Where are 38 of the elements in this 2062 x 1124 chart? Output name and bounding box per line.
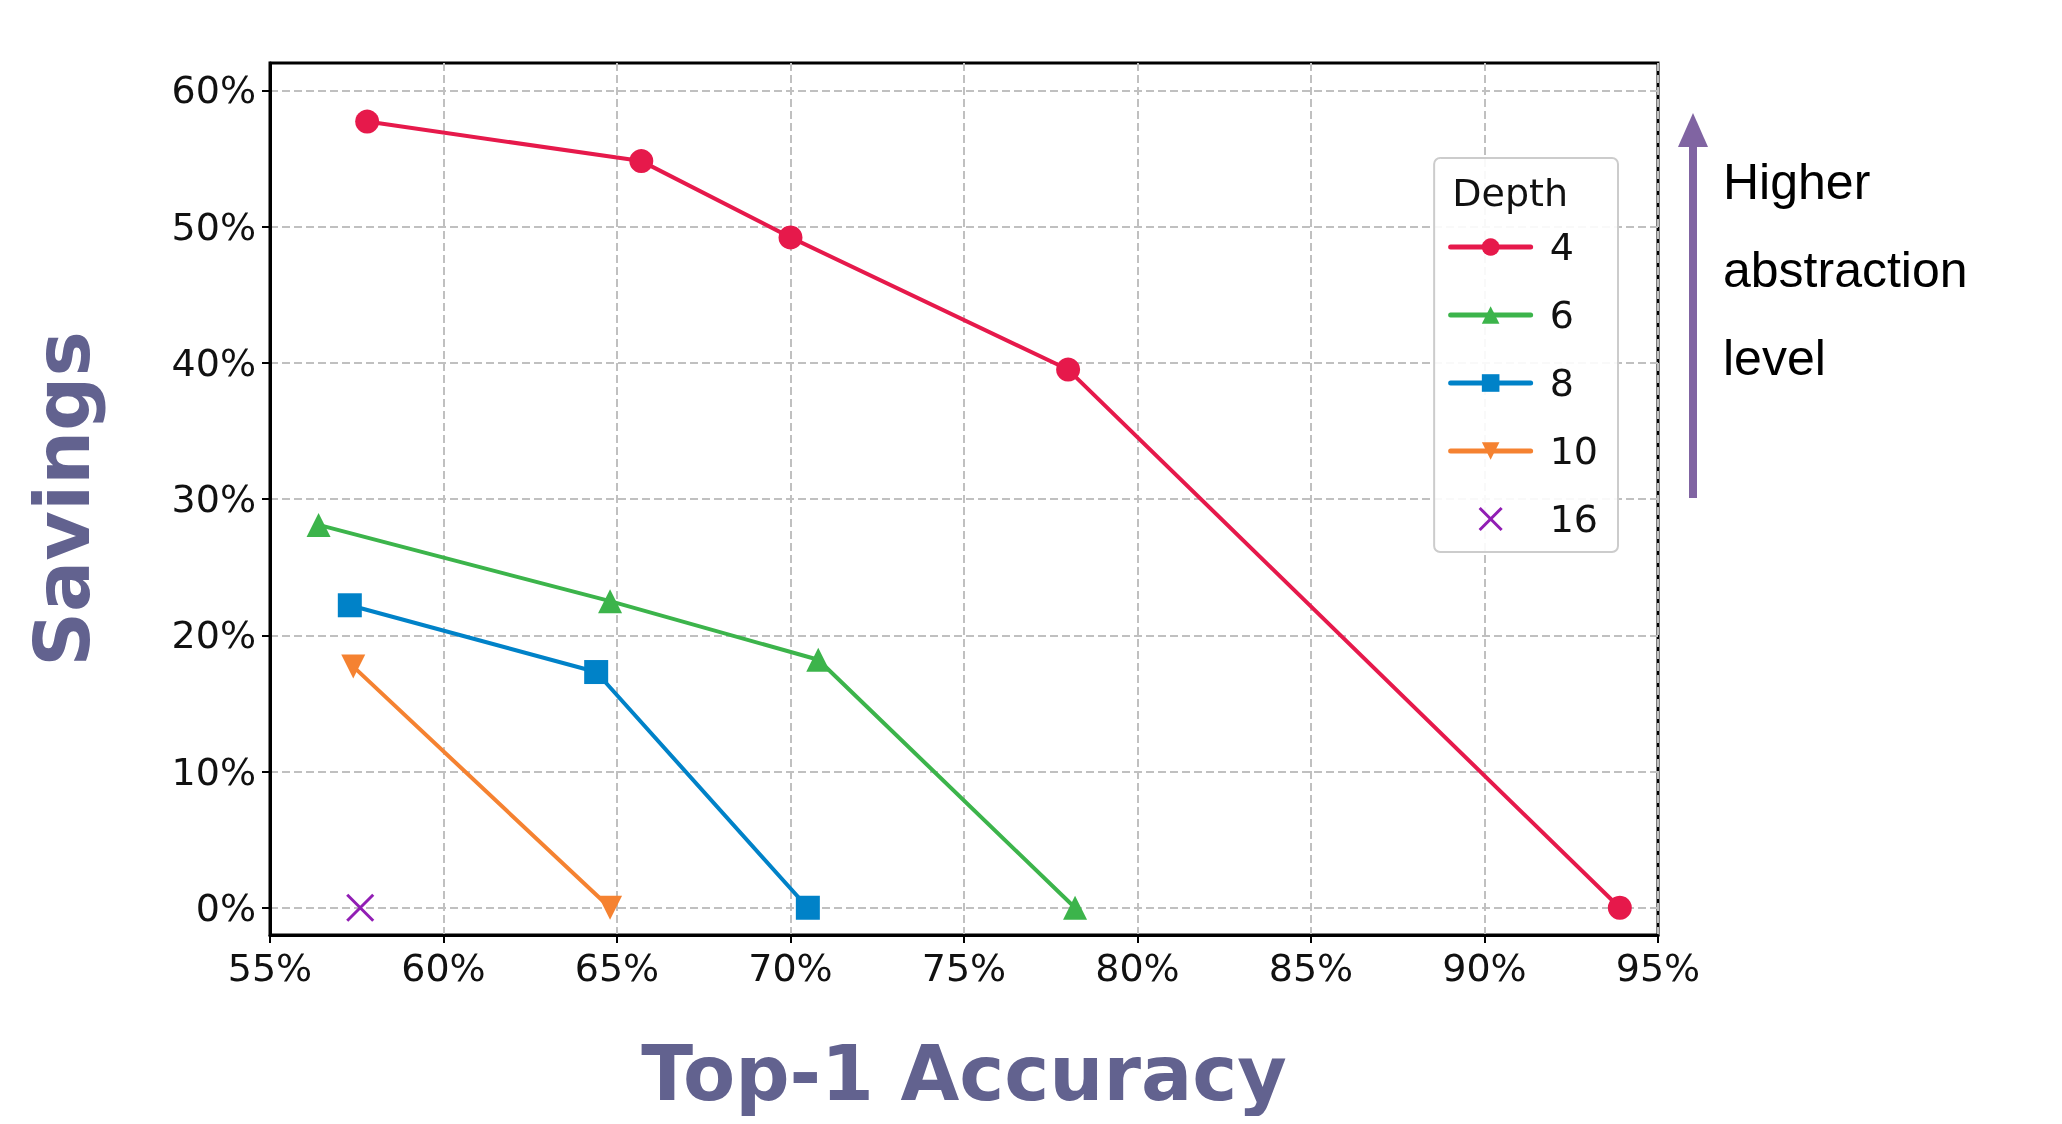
x-tick-label: 90%	[1442, 946, 1527, 990]
x-tick-label: 65%	[574, 946, 660, 990]
point	[598, 589, 623, 614]
point	[337, 593, 362, 618]
point	[1056, 357, 1081, 382]
legend-label: 6	[1549, 293, 1574, 337]
legend-label: 16	[1549, 497, 1599, 541]
x-tick-label: 95%	[1615, 946, 1701, 990]
x-tick-label: 55%	[227, 946, 313, 990]
point	[355, 109, 380, 134]
x-axis-title: Top-1 Accuracy	[641, 1028, 1287, 1118]
point	[345, 893, 375, 923]
point	[306, 512, 331, 537]
y-tick-label: 40%	[171, 340, 256, 385]
x-tick-label: 80%	[1095, 946, 1180, 990]
y-tick-label: 60%	[171, 68, 256, 113]
legend-label: 8	[1549, 361, 1574, 405]
y-tick-label: 50%	[171, 204, 256, 249]
y-tick-label: 30%	[171, 477, 256, 521]
legend-title: Depth	[1452, 171, 1569, 215]
legend-label: 10	[1549, 429, 1599, 473]
x-tick-label: 60%	[401, 946, 486, 990]
x-tick-label: 70%	[748, 946, 833, 990]
legend-label: 4	[1549, 225, 1574, 269]
point	[629, 149, 654, 174]
y-axis-title: Savings	[17, 331, 107, 667]
x-tick-label: 85%	[1268, 946, 1354, 990]
y-tick-label: 10%	[171, 749, 256, 794]
point	[584, 660, 609, 685]
point	[1607, 895, 1632, 920]
y-tick-label: 20%	[171, 613, 256, 658]
x-tick-label: 75%	[921, 946, 1007, 990]
point	[806, 647, 831, 672]
text: Higher abstraction level	[1723, 154, 1968, 386]
point	[778, 225, 803, 250]
point	[795, 895, 820, 920]
y-tick-label: 0%	[195, 885, 256, 930]
point	[1063, 895, 1088, 920]
